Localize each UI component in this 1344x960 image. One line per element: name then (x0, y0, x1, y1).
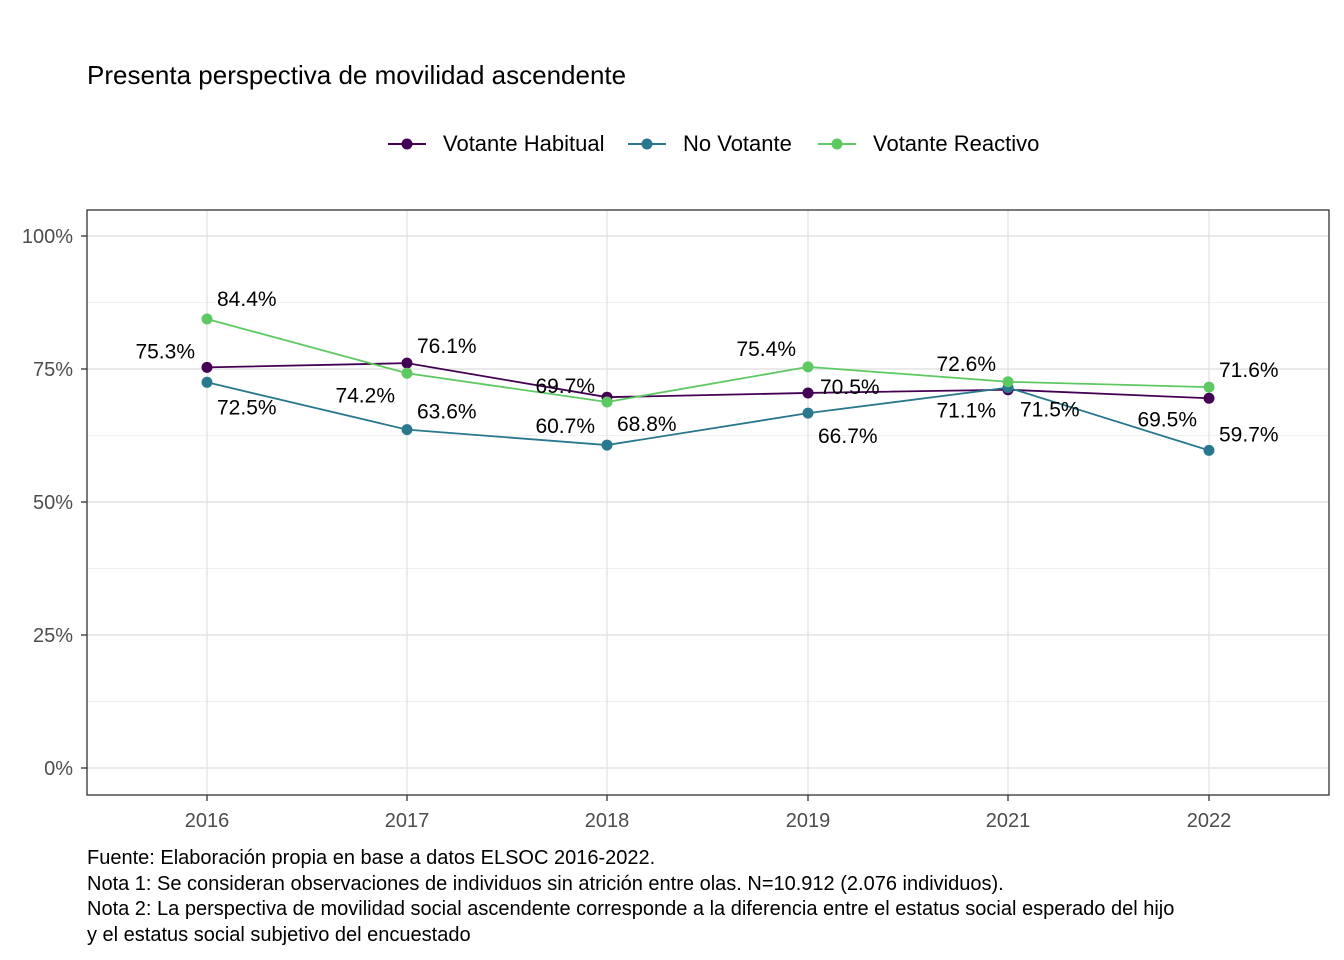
x-tick-label: 2019 (786, 810, 831, 832)
data-point-votante-habitual (1203, 392, 1215, 404)
data-label-votante-habitual: 69.5% (1137, 408, 1197, 431)
data-point-no-votante (601, 439, 613, 451)
caption: Fuente: Elaboración propia en base a dat… (87, 846, 1174, 948)
caption-note-2-cont: y el estatus social subjetivo del encues… (87, 923, 471, 946)
x-tick-label: 2021 (986, 810, 1031, 832)
data-point-no-votante (401, 424, 413, 436)
data-labels: 75.3% 76.1% 69.7% 70.5% 71.1% 69.5% 72.5% 63.6%… (135, 288, 1278, 448)
data-label-votante-reactivo: 75.4% (736, 338, 796, 361)
data-label-votante-habitual: 69.7% (535, 375, 595, 398)
data-label-votante-habitual: 76.1% (417, 335, 477, 358)
caption-source: Fuente: Elaboración propia en base a dat… (87, 847, 656, 869)
y-tick-label: 0% (44, 758, 73, 780)
data-point-votante-reactivo (1002, 376, 1014, 388)
data-label-no-votante: 60.7% (535, 415, 595, 438)
legend-key-no-votante (628, 130, 666, 158)
series-group (201, 313, 1215, 456)
data-point-votante-reactivo (601, 396, 613, 408)
legend-label-no-votante: No Votante (683, 131, 792, 156)
legend-item-no-votante: No Votante (628, 130, 792, 158)
y-tick-label: 100% (22, 226, 73, 248)
data-label-votante-habitual: 70.5% (820, 376, 880, 399)
data-point-no-votante (802, 407, 814, 419)
data-point-votante-habitual (802, 387, 814, 399)
series-line-no-votante (206, 381, 1210, 452)
legend-item-votante-reactivo: Votante Reactivo (818, 130, 1039, 158)
data-label-votante-reactivo: 74.2% (335, 384, 395, 407)
x-tick-label: 2016 (185, 810, 230, 832)
data-label-no-votante: 66.7% (818, 425, 878, 448)
x-tick-label: 2022 (1187, 810, 1232, 832)
data-label-no-votante: 71.5% (1020, 399, 1080, 422)
series-line-votante-reactivo (206, 318, 1210, 403)
data-label-no-votante: 59.7% (1219, 423, 1279, 446)
legend-item-votante-habitual: Votante Habitual (388, 130, 604, 158)
x-tick-label: 2017 (385, 810, 430, 832)
axes: 0% 25% 50% 75% 100% 2016 2017 2018 2019 2021 2022 (22, 226, 1231, 832)
y-tick-label: 75% (33, 359, 73, 381)
caption-note-1: Nota 1: Se consideran observaciones de i… (87, 872, 1004, 895)
data-point-votante-reactivo (201, 313, 213, 325)
data-label-no-votante: 63.6% (417, 401, 477, 424)
data-point-no-votante (201, 376, 213, 388)
legend-label-votante-reactivo: Votante Reactivo (873, 131, 1040, 156)
data-point-votante-habitual (201, 361, 213, 373)
data-label-votante-reactivo: 84.4% (217, 288, 277, 311)
caption-note-2: Nota 2: La perspectiva de movilidad soci… (87, 898, 1175, 920)
data-label-votante-reactivo: 71.6% (1219, 359, 1279, 382)
legend-key-votante-reactivo (818, 130, 856, 158)
data-point-votante-reactivo (1203, 381, 1215, 393)
data-label-votante-reactivo: 72.6% (936, 353, 996, 376)
data-label-votante-habitual: 71.1% (936, 400, 996, 423)
data-label-no-votante: 72.5% (217, 396, 277, 419)
data-point-votante-habitual (401, 357, 413, 369)
legend-key-votante-habitual (388, 130, 426, 158)
data-label-votante-habitual: 75.3% (135, 340, 195, 363)
y-tick-label: 50% (33, 492, 73, 514)
data-label-votante-reactivo: 68.8% (617, 413, 677, 436)
legend-label-votante-habitual: Votante Habitual (443, 131, 605, 156)
x-tick-label: 2018 (585, 810, 630, 832)
data-point-votante-reactivo (401, 367, 413, 379)
data-point-no-votante (1203, 444, 1215, 456)
grid (87, 210, 1329, 795)
chart-title: Presenta perspectiva de movilidad ascend… (87, 60, 627, 90)
legend: Votante Habitual No Votante Votante Reac… (0, 130, 1344, 158)
data-point-votante-reactivo (802, 361, 814, 373)
y-tick-label: 25% (33, 625, 73, 647)
